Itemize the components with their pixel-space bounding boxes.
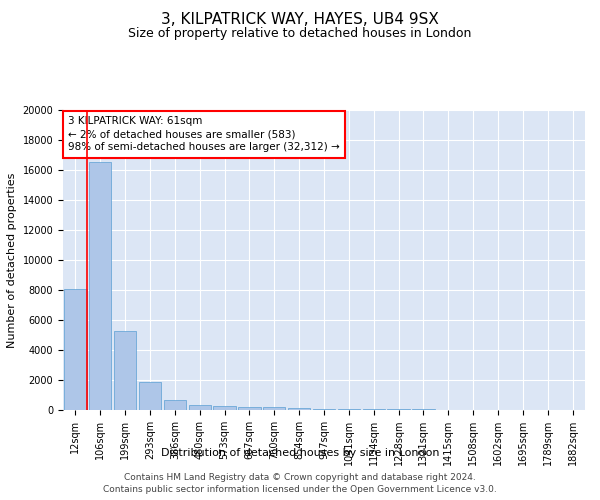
Bar <box>263 408 286 410</box>
Bar <box>139 382 161 410</box>
Y-axis label: Number of detached properties: Number of detached properties <box>7 172 17 348</box>
Bar <box>164 400 186 410</box>
Text: Contains public sector information licensed under the Open Government Licence v3: Contains public sector information licen… <box>103 484 497 494</box>
Text: Size of property relative to detached houses in London: Size of property relative to detached ho… <box>128 28 472 40</box>
Text: Contains HM Land Registry data © Crown copyright and database right 2024.: Contains HM Land Registry data © Crown c… <box>124 473 476 482</box>
Bar <box>313 408 335 410</box>
Bar <box>114 330 136 410</box>
Text: 3 KILPATRICK WAY: 61sqm
← 2% of detached houses are smaller (583)
98% of semi-de: 3 KILPATRICK WAY: 61sqm ← 2% of detached… <box>68 116 340 152</box>
Bar <box>188 405 211 410</box>
Bar <box>362 409 385 410</box>
Bar <box>238 406 260 410</box>
Bar <box>64 288 86 410</box>
Text: 3, KILPATRICK WAY, HAYES, UB4 9SX: 3, KILPATRICK WAY, HAYES, UB4 9SX <box>161 12 439 28</box>
Text: Distribution of detached houses by size in London: Distribution of detached houses by size … <box>161 448 439 458</box>
Bar <box>338 409 360 410</box>
Bar <box>89 162 112 410</box>
Bar <box>288 408 310 410</box>
Bar <box>214 406 236 410</box>
